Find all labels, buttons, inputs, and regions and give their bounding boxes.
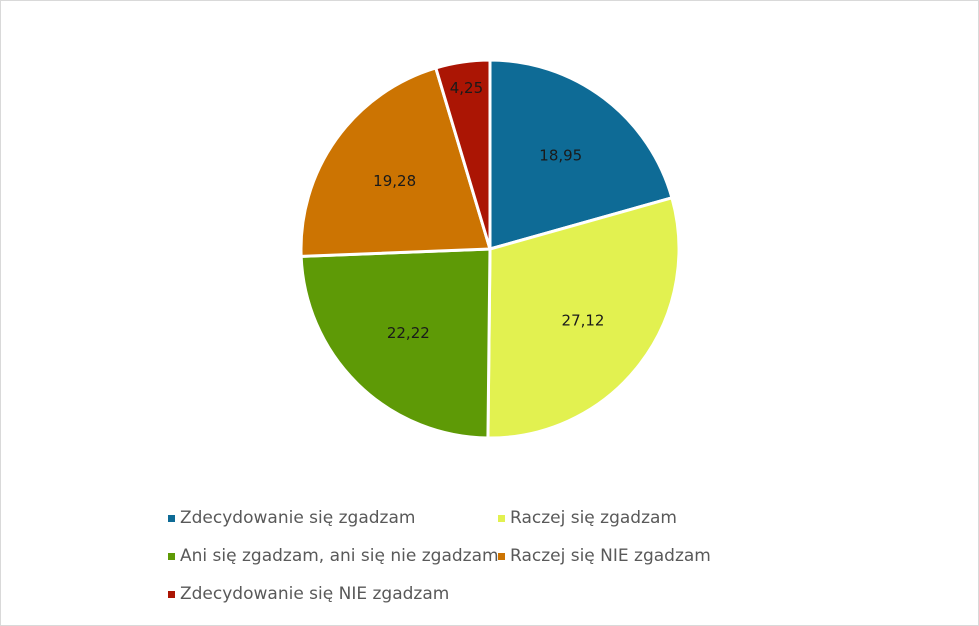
legend-item-3: Ani się zgadzam, ani się nie zgadzam <box>168 546 499 566</box>
legend-item-2: Raczej się zgadzam <box>498 508 677 528</box>
legend-swatch <box>498 514 505 522</box>
legend-label: Raczej się zgadzam <box>510 508 677 528</box>
pie-slice-4 <box>299 66 492 258</box>
data-label-2: 27,12 <box>562 311 605 329</box>
data-label-3: 22,22 <box>387 324 430 342</box>
legend-swatch <box>168 514 175 522</box>
data-label-1: 18,95 <box>539 147 582 165</box>
legend-item-5: Zdecydowanie się NIE zgadzam <box>168 584 449 604</box>
pie-slice-1 <box>488 58 674 251</box>
pie-slice-5 <box>434 58 492 251</box>
data-label-4: 19,28 <box>373 172 416 190</box>
legend-label: Raczej się NIE zgadzam <box>510 546 711 566</box>
data-label-5: 4,25 <box>450 79 483 97</box>
legend-label: Zdecydowanie się zgadzam <box>180 508 416 528</box>
legend-item-4: Raczej się NIE zgadzam <box>498 546 711 566</box>
legend-item-1: Zdecydowanie się zgadzam <box>168 508 415 528</box>
legend-label: Zdecydowanie się NIE zgadzam <box>180 584 450 604</box>
legend-swatch <box>498 552 505 560</box>
pie-slice-2 <box>486 196 681 440</box>
legend-label: Ani się zgadzam, ani się nie zgadzam <box>180 546 499 566</box>
legend-swatch <box>168 590 175 598</box>
pie-data-labels: 18,95 27,12 22,22 19,28 4,25 <box>373 79 604 342</box>
legend-swatch <box>168 552 175 560</box>
pie-slice-3 <box>299 247 492 440</box>
pie-slices <box>299 58 681 440</box>
